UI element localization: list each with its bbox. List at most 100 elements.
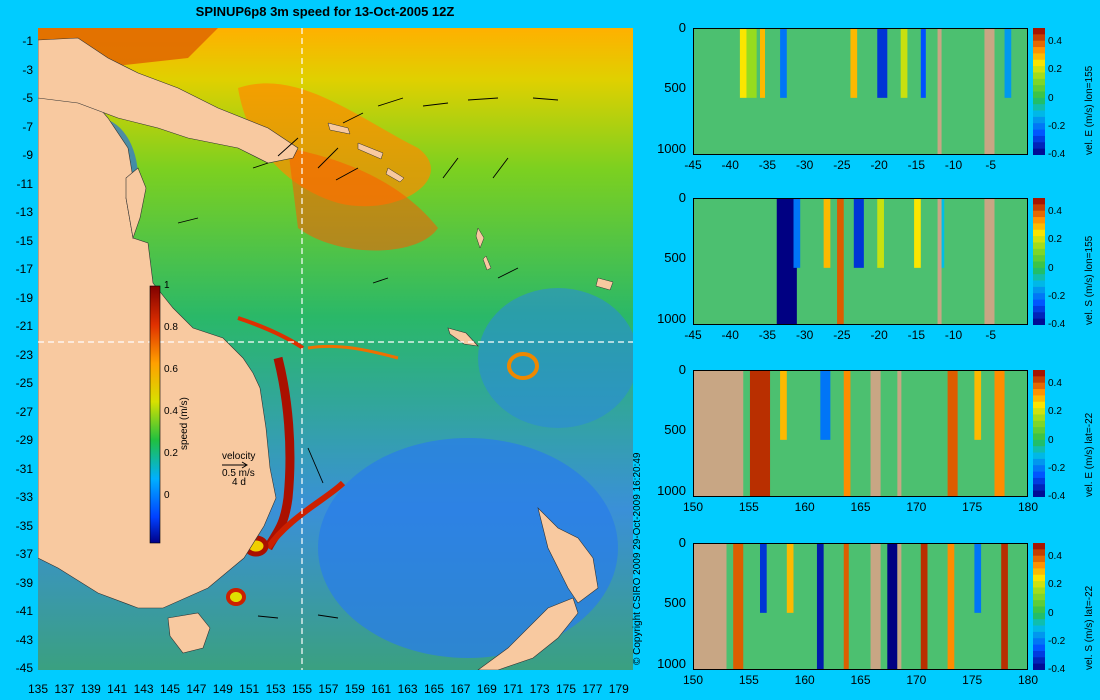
lat-tick-label: -1 [22, 34, 33, 48]
colorbar-step [1033, 53, 1045, 61]
section-land [937, 28, 942, 155]
section-colorbar-tick: 0.4 [1048, 551, 1062, 563]
section-x-tick: -20 [870, 158, 888, 172]
colorbar-step [1033, 606, 1045, 614]
section-x-tick: -45 [684, 158, 702, 172]
colorbar-step [1033, 85, 1045, 92]
section-x-tick: -10 [944, 158, 963, 172]
colorbar-step [1033, 104, 1045, 112]
section-depth-tick: 500 [664, 422, 686, 438]
lat-tick-label: -11 [16, 176, 33, 191]
colorbar-step [1033, 274, 1045, 282]
section-frame [693, 198, 1028, 325]
colorbar-step [1033, 414, 1045, 422]
velocity-band [877, 28, 888, 98]
section-x-tick: -45 [684, 328, 702, 342]
colorbar-step [1033, 638, 1045, 646]
colorbar-step [1033, 66, 1045, 73]
colorbar-step [1033, 204, 1045, 212]
section-depth-tick: 0 [678, 362, 686, 377]
colorbar-step [1033, 465, 1045, 473]
lon-tick-label: 155 [291, 682, 313, 696]
colorbar-step [1033, 657, 1045, 665]
section-x-tick: 170 [906, 673, 927, 687]
chart-title: SPINUP6p8 3m speed for 13-Oct-2005 12Z [195, 4, 455, 19]
colorbar-step [1033, 593, 1045, 601]
section-colorbar-tick: -0.2 [1048, 120, 1066, 132]
velocity-band [793, 198, 801, 268]
colorbar-step [1033, 420, 1045, 428]
velocity-band [914, 198, 921, 268]
lon-tick-label: 145 [159, 682, 181, 696]
current-filament-2 [307, 344, 399, 360]
colorbar-step [1033, 625, 1045, 633]
velocity-band [739, 28, 747, 98]
colorbar-step [1033, 439, 1045, 447]
colorbar-step [1033, 631, 1045, 639]
section-colorbar [1033, 198, 1045, 325]
section-colorbar-label: vel. E (m/s) lon=155 [1084, 65, 1095, 155]
section-x-tick: -15 [907, 158, 925, 172]
section-x-tick: -30 [795, 328, 814, 342]
lon-tick-label: 163 [397, 682, 418, 696]
lat-tick-label: -17 [15, 262, 33, 276]
colorbar-step [1033, 587, 1045, 595]
section-x-tick: -25 [833, 328, 851, 342]
velocity-band [947, 543, 955, 670]
section-colorbar-tick: -0.4 [1048, 491, 1066, 502]
velocity-band [786, 543, 794, 613]
colorbar-step [1033, 562, 1045, 569]
velocity-band [994, 370, 1005, 497]
velocity-band [733, 543, 744, 670]
solomon-high-speed [288, 148, 438, 251]
section-land [984, 198, 995, 325]
colorbar-step [1033, 229, 1045, 237]
section-depth-tick: 500 [664, 595, 686, 611]
lon-tick-label: 139 [80, 682, 101, 696]
velocity-band [776, 198, 797, 325]
colorbar-step [1033, 59, 1045, 67]
colorbar-step [1033, 110, 1045, 118]
section-x-tick: 170 [906, 500, 927, 514]
colorbar-step [1033, 382, 1045, 390]
section-land [693, 370, 744, 497]
section-x-tick: -5 [985, 158, 997, 172]
colorbar-step [1033, 248, 1045, 256]
lon-tick-label: 141 [107, 682, 128, 696]
section-land [870, 543, 881, 670]
colorbar-step [1033, 210, 1045, 218]
velocity-band [900, 28, 908, 98]
colorbar-step [1033, 644, 1045, 652]
colorbar-step [1033, 267, 1045, 275]
colorbar-step [1033, 142, 1045, 150]
colorbar-step [1033, 91, 1045, 99]
velocity-band [887, 543, 898, 670]
velocity-band [749, 370, 771, 497]
section-land [897, 543, 902, 670]
tasman-low-speed [318, 438, 618, 658]
lat-tick-label: -21 [15, 319, 33, 333]
section-x-tick: 155 [738, 500, 759, 514]
colorbar-step [1033, 28, 1045, 35]
colorbar-step [1033, 433, 1045, 441]
section-x-tick: 155 [738, 673, 759, 687]
lat-tick-label: -27 [15, 404, 33, 419]
velocity-band [820, 370, 831, 440]
velocity-band [947, 370, 958, 497]
colorbar-step [1033, 123, 1045, 131]
lon-tick-label: 177 [582, 682, 603, 696]
current-filament-1 [237, 316, 305, 350]
colorbar-step [1033, 305, 1045, 313]
section-depth-tick: 1000 [657, 655, 686, 671]
colorbar-step [1033, 452, 1045, 460]
velocity-band [974, 543, 982, 613]
section-colorbar-tick: 0.2 [1048, 406, 1062, 418]
solomon-islands [327, 122, 405, 183]
velocity-band [760, 543, 767, 613]
section-colorbar-tick: -0.4 [1048, 149, 1066, 160]
lat-tick-label: -29 [15, 433, 33, 447]
lon-tick-label: 137 [54, 682, 75, 696]
section-plot [693, 543, 1028, 670]
tasmania [167, 612, 211, 654]
section-colorbar-tick: -0.4 [1048, 319, 1066, 330]
